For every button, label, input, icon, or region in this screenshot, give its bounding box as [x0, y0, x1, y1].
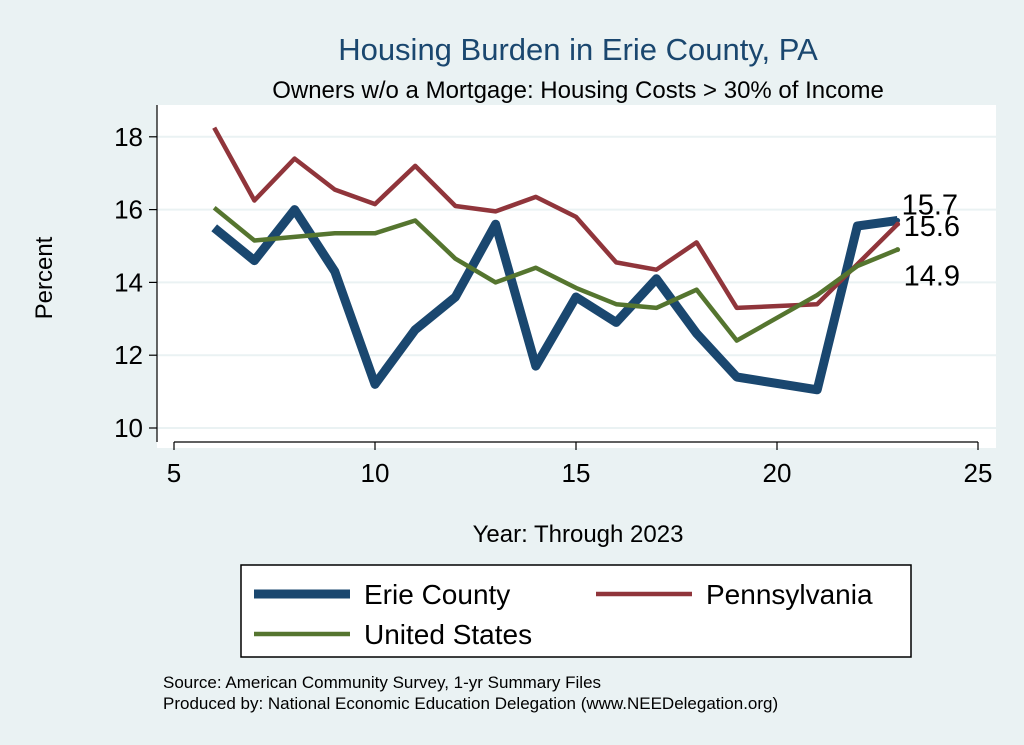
x-tick-label: 5 — [167, 458, 181, 488]
series-line-united-states — [212, 206, 899, 343]
y-tick-label: 16 — [114, 195, 143, 225]
y-axis-ticks: 10 12 14 16 18 — [114, 122, 157, 443]
plot-area — [157, 105, 996, 448]
produced-by-note: Produced by: National Economic Education… — [163, 694, 778, 713]
end-labels: 15.715.6 14.9 — [902, 190, 960, 293]
chart-title: Housing Burden in Erie County, PA — [338, 32, 818, 67]
legend-label: United States — [364, 619, 532, 650]
y-tick-label: 14 — [114, 267, 143, 297]
y-tick-label: 18 — [114, 122, 143, 152]
end-label-erie-county: 15.7 — [902, 190, 958, 222]
x-tick-label: 15 — [562, 458, 591, 488]
chart-subtitle: Owners w/o a Mortgage: Housing Costs > 3… — [272, 77, 884, 104]
x-axis-title: Year: Through 2023 — [473, 521, 684, 548]
end-label-pennsylvania: 15.6 — [904, 211, 960, 243]
end-label-united-states: 14.9 — [904, 261, 960, 293]
series-end-point — [895, 218, 901, 224]
x-axis-ticks: 5 10 15 20 25 — [167, 442, 993, 488]
y-axis-title: Percent — [31, 236, 58, 319]
y-tick-label: 10 — [114, 413, 143, 443]
legend-label: Pennsylvania — [706, 579, 873, 610]
data-series — [211, 126, 901, 395]
series-line-pennsylvania — [212, 126, 900, 311]
series-end-point — [895, 247, 901, 253]
legend-label: Erie County — [364, 579, 510, 610]
source-note: Source: American Community Survey, 1-yr … — [163, 673, 601, 692]
legend: Erie County Pennsylvania United States — [240, 564, 912, 658]
x-tick-label: 25 — [964, 458, 993, 488]
series-end-point — [895, 221, 901, 227]
series-line-erie-county — [211, 205, 899, 395]
legend-box — [240, 564, 912, 658]
x-tick-label: 10 — [361, 458, 390, 488]
y-tick-label: 12 — [114, 340, 143, 370]
x-tick-label: 20 — [763, 458, 792, 488]
